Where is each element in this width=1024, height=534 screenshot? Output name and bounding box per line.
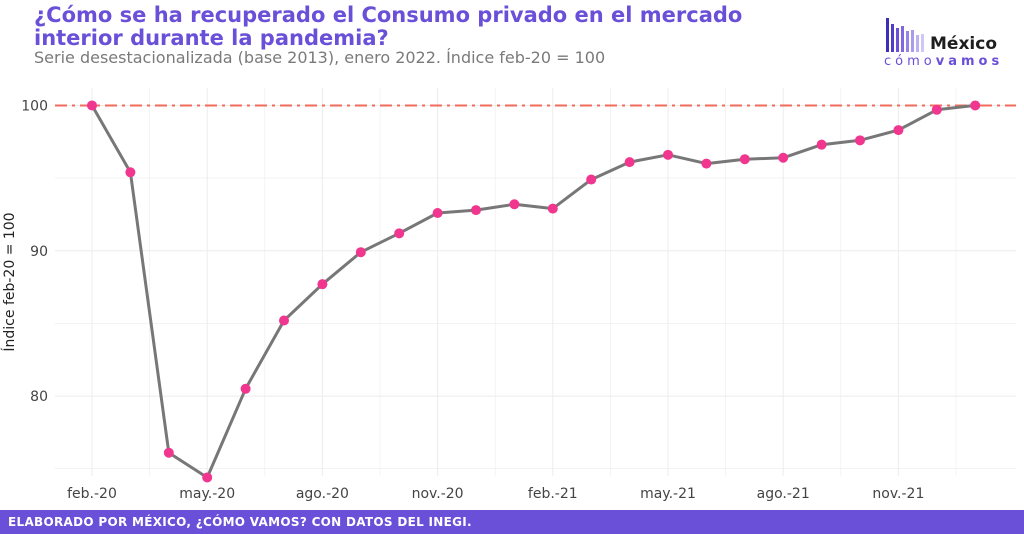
logo-sub-light: cómo bbox=[884, 54, 936, 69]
y-tick-label: 80 bbox=[30, 389, 48, 405]
chart-subtitle: Serie desestacionalizada (base 2013), en… bbox=[34, 48, 606, 67]
logo-bars-icon bbox=[886, 18, 924, 52]
data-point bbox=[586, 174, 597, 185]
x-tick-label: ago.-20 bbox=[296, 486, 349, 502]
grid-lines bbox=[55, 88, 1016, 476]
series-line-layer bbox=[90, 103, 977, 479]
data-point bbox=[394, 228, 405, 239]
data-point bbox=[931, 104, 942, 115]
y-tick-label: 100 bbox=[21, 98, 48, 114]
logo-main-text: México bbox=[930, 34, 997, 54]
x-tick-label: nov.-21 bbox=[872, 486, 924, 502]
data-point bbox=[739, 154, 750, 165]
logo-sub-text: cómovamos bbox=[884, 54, 1003, 69]
data-point bbox=[471, 205, 481, 216]
data-point bbox=[624, 157, 635, 168]
y-axis-title: Índice feb-20 = 100 bbox=[1, 212, 18, 351]
data-point bbox=[893, 125, 904, 136]
data-point bbox=[202, 472, 213, 483]
data-point bbox=[509, 199, 520, 210]
data-point bbox=[240, 383, 251, 394]
data-point bbox=[855, 135, 865, 146]
x-tick-label: may.-20 bbox=[179, 486, 235, 502]
data-point bbox=[432, 207, 443, 218]
logo-sub-bold: vamos bbox=[935, 54, 1004, 69]
data-point bbox=[701, 158, 712, 169]
axis-labels: 80 90 100 feb.-20 may.-20 ago.-20 nov.-20 feb.-… bbox=[1, 98, 924, 502]
data-point bbox=[279, 315, 289, 326]
data-point bbox=[355, 247, 366, 258]
data-point bbox=[547, 203, 558, 214]
footer-credit: ELABORADO POR MÉXICO, ¿CÓMO VAMOS? CON D… bbox=[0, 510, 1024, 534]
line-chart: 80 90 100 feb.-20 may.-20 ago.-20 nov.-20 feb.-… bbox=[1, 88, 1016, 502]
data-points bbox=[87, 100, 981, 483]
data-point bbox=[970, 100, 981, 111]
data-point bbox=[816, 139, 827, 150]
x-tick-label: feb.-20 bbox=[67, 486, 117, 502]
data-point bbox=[317, 279, 328, 290]
data-point bbox=[87, 100, 97, 111]
x-tick-label: may.-21 bbox=[640, 486, 696, 502]
data-point bbox=[163, 447, 174, 458]
chart-title: ¿Cómo se ha recuperado el Consumo privad… bbox=[34, 3, 743, 50]
data-point bbox=[125, 167, 136, 178]
mexico-como-vamos-logo: México cómovamos bbox=[882, 14, 1012, 70]
data-point bbox=[663, 149, 673, 160]
x-tick-label: feb.-21 bbox=[528, 486, 578, 502]
y-tick-label: 90 bbox=[30, 244, 48, 260]
data-point bbox=[778, 152, 789, 163]
x-tick-label: nov.-20 bbox=[412, 486, 464, 502]
series-line bbox=[90, 103, 977, 479]
x-tick-label: ago.-21 bbox=[757, 486, 810, 502]
